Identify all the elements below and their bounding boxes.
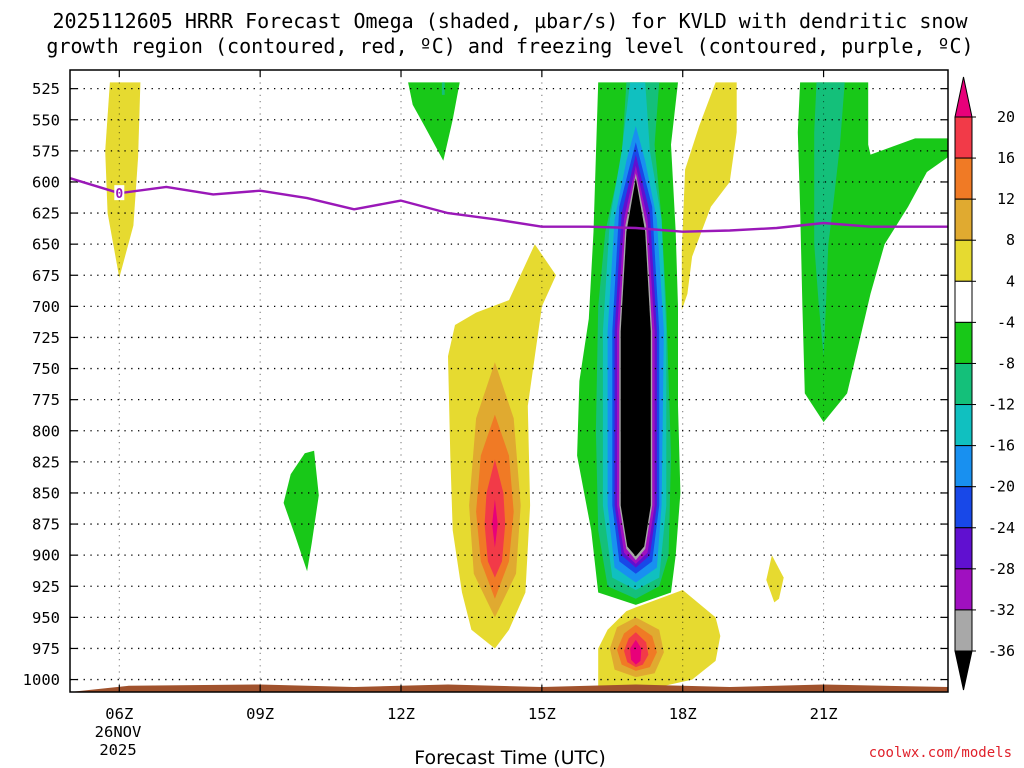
- colorbar-label-2: 12: [997, 190, 1015, 208]
- colorbar-label-7: -12: [988, 396, 1015, 414]
- x-tick-label-15Z: 15Z: [528, 705, 556, 723]
- y-tick-label-675: 675: [32, 267, 60, 285]
- colorbar-label-4: 4: [1006, 272, 1015, 290]
- omega-region-magenta-1400: [492, 499, 498, 548]
- y-tick-label-800: 800: [32, 422, 60, 440]
- omega-region-brown-surface-strip: [70, 684, 948, 692]
- y-tick-label-975: 975: [32, 640, 60, 658]
- plot-area: 0: [69, 69, 949, 693]
- colorbar-swatch-5: [954, 280, 973, 323]
- x-tick-label-12Z: 12Z: [387, 705, 415, 723]
- omega-region-magenta-1700-bottom: [630, 639, 642, 665]
- colorbar-label-3: 8: [1006, 231, 1015, 249]
- colorbar-swatch-7: [954, 362, 973, 406]
- colorbar-swatch-13: [954, 609, 973, 652]
- omega-region-teal-2100-column: [814, 82, 845, 357]
- x-axis: 06Z 09Z 12Z 15Z 18Z 21Z: [105, 70, 838, 723]
- colorbar: 20 16 12 8 4 -4 -8 -12 -16 -20 -24 -28 -32 -36: [954, 76, 1015, 691]
- colorbar-arrow-bottom: [954, 650, 973, 691]
- omega-shading: [70, 82, 948, 692]
- colorbar-label-13: -36: [988, 642, 1015, 660]
- colorbar-swatch-11: [954, 527, 973, 570]
- y-tick-label-550: 550: [32, 111, 60, 129]
- plot-frame: [69, 69, 949, 693]
- y-tick-label-850: 850: [32, 484, 60, 502]
- y-tick-label-700: 700: [32, 298, 60, 316]
- chart-title-line1: 2025112605 HRRR Forecast Omega (shaded, …: [52, 9, 968, 33]
- colorbar-label-8: -16: [988, 437, 1015, 455]
- x-tick-label-06Z: 06Z: [105, 705, 133, 723]
- omega-region-teal-1300-sliver: [441, 82, 445, 95]
- colorbar-label-5: -4: [997, 313, 1015, 331]
- colorbar-swatch-9: [954, 445, 973, 488]
- date-label-day: 26NOV: [95, 723, 142, 741]
- y-tick-label-625: 625: [32, 205, 60, 223]
- y-tick-label-825: 825: [32, 453, 60, 471]
- y-tick-label-900: 900: [32, 547, 60, 565]
- y-tick-label-875: 875: [32, 516, 60, 534]
- colorbar-label-9: -20: [988, 478, 1015, 496]
- colorbar-label-0: 20: [997, 108, 1015, 126]
- x-tick-label-18Z: 18Z: [669, 705, 697, 723]
- chart-title-line2: growth region (contoured, red, ºC) and f…: [46, 34, 973, 58]
- omega-region-yellow-0600-lobe: [105, 82, 141, 278]
- freezing-level-layer: 0: [69, 177, 948, 233]
- y-tick-label-775: 775: [32, 391, 60, 409]
- y-tick-label-575: 575: [32, 142, 60, 160]
- y-tick-label-525: 525: [32, 80, 60, 98]
- colorbar-label-1: 16: [997, 149, 1015, 167]
- y-tick-label-650: 650: [32, 236, 60, 254]
- colorbar-swatch-4: [954, 239, 973, 282]
- y-tick-label-925: 925: [32, 578, 60, 596]
- date-label-year: 2025: [99, 741, 136, 759]
- colorbar-label-6: -8: [997, 354, 1015, 372]
- colorbar-swatch-2: [954, 157, 973, 200]
- freezing-label-bg: [114, 185, 125, 201]
- y-tick-label-600: 600: [32, 173, 60, 191]
- omega-region-green-1300-top: [408, 82, 460, 161]
- colorbar-swatch-10: [954, 486, 973, 529]
- freezing-level-label: 0: [115, 187, 123, 202]
- y-tick-label-950: 950: [32, 609, 60, 627]
- colorbar-arrow-top: [954, 76, 973, 118]
- x-tick-label-09Z: 09Z: [246, 705, 274, 723]
- omega-region-green-1000-blob: [283, 450, 319, 572]
- colorbar-swatch-8: [954, 404, 973, 447]
- y-axis: 525 550 575 600 625 650 675 700 725 750 775 800 825 8…: [23, 80, 948, 689]
- colorbar-swatch-1: [954, 116, 973, 159]
- omega-region-yellow-2000-dot: [766, 555, 784, 603]
- credit-link[interactable]: coolwx.com/models: [869, 745, 1012, 761]
- colorbar-swatch-3: [954, 198, 973, 241]
- y-tick-label-750: 750: [32, 360, 60, 378]
- colorbar-label-12: -32: [988, 601, 1015, 619]
- colorbar-swatch-12: [954, 568, 973, 611]
- colorbar-swatch-6: [954, 321, 973, 364]
- x-tick-label-21Z: 21Z: [810, 705, 838, 723]
- x-axis-label: Forecast Time (UTC): [414, 747, 605, 768]
- y-tick-label-725: 725: [32, 329, 60, 347]
- freezing-level-line: [69, 177, 948, 233]
- grid-lines: [70, 70, 948, 692]
- colorbar-label-11: -28: [988, 560, 1015, 578]
- colorbar-label-10: -24: [988, 519, 1015, 537]
- omega-region-yellow-1800-streak: [681, 82, 737, 311]
- y-tick-label-1000: 1000: [23, 671, 60, 689]
